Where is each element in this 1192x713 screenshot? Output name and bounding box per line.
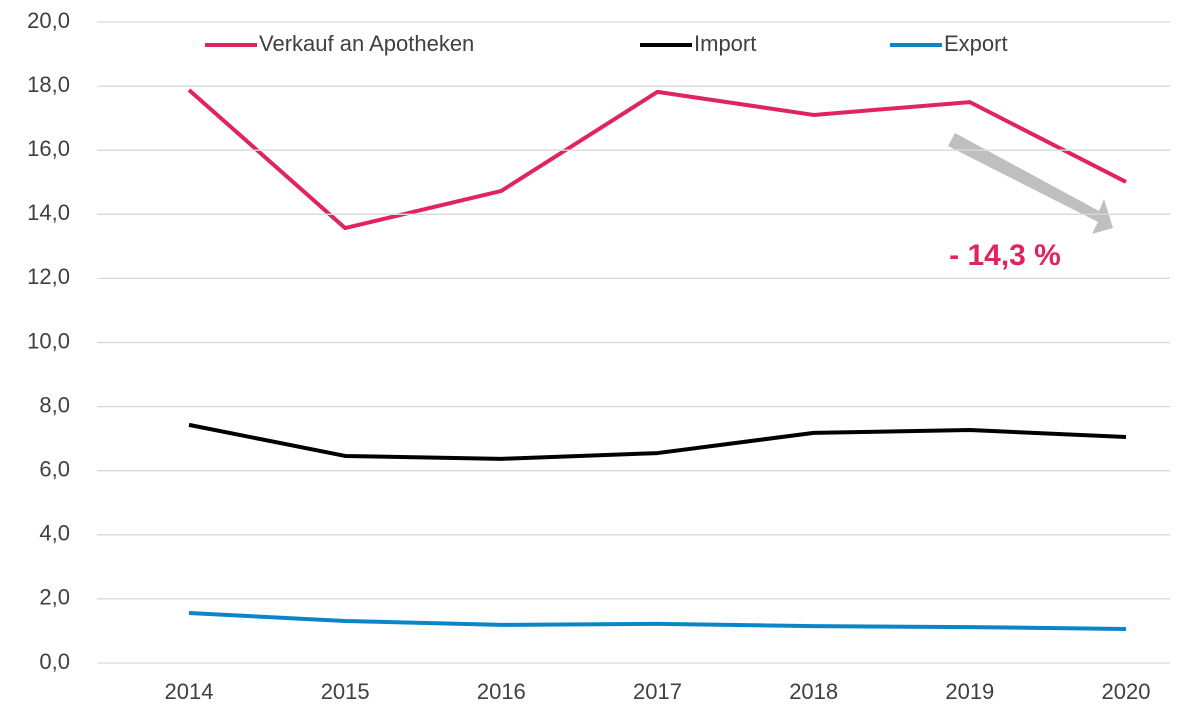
y-tick-label: 12,0 xyxy=(27,264,70,289)
trend-arrow xyxy=(948,133,1113,234)
x-tick-label: 2016 xyxy=(477,679,526,704)
y-tick-label: 8,0 xyxy=(39,392,70,417)
series-line xyxy=(188,611,1127,632)
x-tick-label: 2015 xyxy=(321,679,370,704)
x-tick-label: 2017 xyxy=(633,679,682,704)
legend-label: Import xyxy=(694,31,756,56)
legend-label: Export xyxy=(944,31,1008,56)
y-tick-label: 2,0 xyxy=(39,585,70,610)
x-tick-label: 2014 xyxy=(165,679,214,704)
y-tick-label: 14,0 xyxy=(27,200,70,225)
series-line xyxy=(187,88,1127,231)
y-tick-label: 10,0 xyxy=(27,328,70,353)
x-tick-label: 2019 xyxy=(945,679,994,704)
y-tick-label: 6,0 xyxy=(39,457,70,482)
y-tick-label: 0,0 xyxy=(39,649,70,674)
annotation: - 14,3 % xyxy=(949,239,1061,272)
y-tick-label: 4,0 xyxy=(39,521,70,546)
x-tick-label: 2020 xyxy=(1102,679,1151,704)
series-line xyxy=(188,422,1127,461)
y-tick-label: 16,0 xyxy=(27,136,70,161)
y-tick-label: 18,0 xyxy=(27,72,70,97)
legend-label: Verkauf an Apotheken xyxy=(259,31,474,56)
x-tick-label: 2018 xyxy=(789,679,838,704)
y-tick-label: 20,0 xyxy=(27,8,70,33)
